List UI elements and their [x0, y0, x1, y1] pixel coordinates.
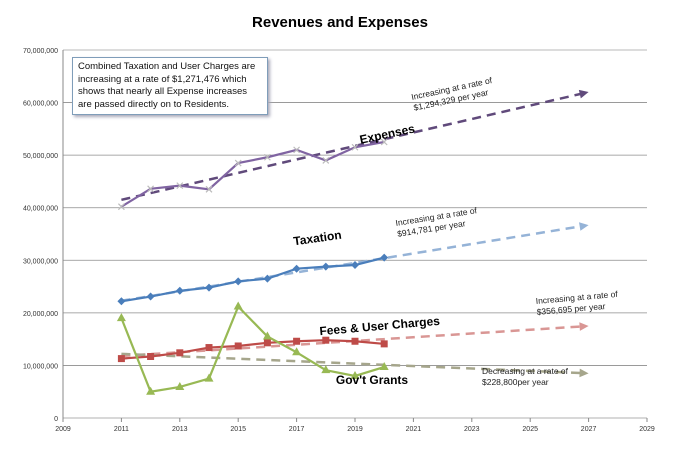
data-point	[292, 264, 301, 273]
data-point	[176, 349, 184, 357]
trendline-expenses	[121, 92, 582, 202]
data-point	[262, 331, 272, 340]
y-tick-label: 30,000,000	[23, 258, 58, 265]
x-tick-label: 2027	[581, 426, 597, 433]
data-point	[263, 339, 271, 347]
data-point	[292, 347, 302, 356]
data-point	[379, 362, 389, 371]
series-label-expenses: Expenses	[358, 121, 416, 146]
y-tick-label: 0	[54, 416, 58, 423]
x-tick-label: 2013	[172, 426, 188, 433]
x-tick-label: 2019	[347, 426, 363, 433]
annotation-box: Combined Taxation and User Charges are i…	[72, 57, 268, 115]
data-point	[234, 342, 242, 350]
x-tick-label: 2011	[114, 426, 129, 433]
y-tick-label: 40,000,000	[23, 206, 58, 213]
data-point	[233, 301, 243, 310]
data-point	[146, 386, 156, 395]
y-tick-label: 60,000,000	[23, 101, 58, 108]
data-point	[322, 156, 330, 164]
data-point	[321, 262, 330, 271]
y-tick-label: 20,000,000	[23, 311, 58, 318]
x-tick-label: 2025	[522, 426, 538, 433]
data-point	[147, 352, 155, 360]
x-tick-label: 2017	[289, 426, 305, 433]
data-point	[234, 277, 243, 286]
data-point	[351, 261, 359, 270]
y-tick-label: 50,000,000	[23, 153, 58, 160]
data-point	[293, 146, 301, 154]
trendline-gov-t-grants	[121, 352, 581, 375]
data-point	[204, 373, 214, 382]
trend-annotation-gov-t-grants: $228,800per year	[482, 377, 549, 387]
data-point	[234, 159, 242, 167]
data-point	[263, 274, 272, 283]
series-line-taxation	[121, 256, 385, 303]
data-point	[380, 340, 388, 348]
data-point	[380, 253, 389, 262]
y-tick-label: 70,000,000	[23, 48, 58, 55]
x-tick-label: 2021	[406, 426, 422, 433]
trend-annotation-gov-t-grants: Decreasing at a rate of	[482, 366, 569, 376]
series-line-gov-t-grants	[120, 304, 385, 393]
x-tick-label: 2023	[464, 426, 480, 433]
series-label-gov-t-grants: Gov't Grants	[336, 373, 409, 387]
data-point	[117, 355, 125, 363]
trend-arrow-fees-user-charges	[579, 322, 589, 331]
data-point	[380, 138, 388, 146]
trend-arrow-expenses	[578, 89, 589, 99]
data-point	[322, 336, 330, 344]
data-point	[263, 153, 271, 161]
data-point	[351, 143, 359, 151]
data-point	[176, 182, 184, 190]
series-label-taxation: Taxation	[292, 228, 342, 249]
trend-arrow-taxation	[579, 222, 589, 231]
data-point	[321, 365, 331, 374]
x-tick-label: 2009	[55, 426, 71, 433]
series-line-fees-user-charges	[121, 339, 385, 360]
data-point	[116, 313, 126, 322]
data-point	[175, 286, 184, 295]
data-point	[293, 337, 301, 345]
y-tick-label: 10,000,000	[23, 363, 58, 370]
data-point	[117, 203, 125, 211]
data-point	[205, 283, 213, 292]
series-label-fees-user-charges: Fees & User Charges	[319, 314, 441, 338]
data-point	[175, 381, 185, 390]
data-point	[350, 370, 360, 379]
chart-title: Revenues and Expenses	[252, 14, 428, 31]
data-point	[146, 292, 155, 301]
series-line-expenses	[120, 140, 385, 208]
data-point	[147, 185, 155, 193]
data-point	[117, 297, 126, 306]
x-tick-label: 2029	[639, 426, 655, 433]
trend-arrow-gov-t-grants	[579, 368, 589, 378]
data-point	[205, 185, 213, 193]
x-tick-label: 2015	[230, 426, 246, 433]
data-point	[351, 337, 359, 345]
data-point	[205, 344, 213, 352]
